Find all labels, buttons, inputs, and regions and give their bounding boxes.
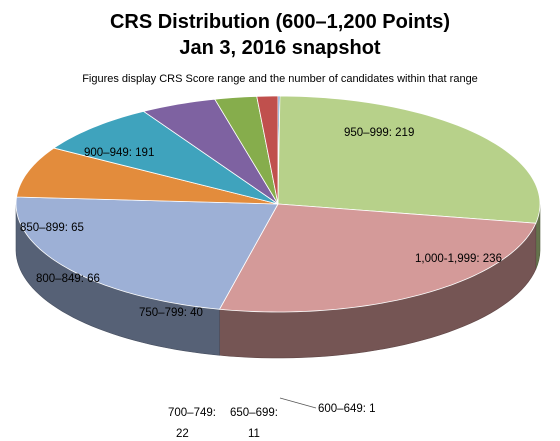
slice-label-1-000-1-999: 1,000-1,999: 236 [415, 253, 502, 265]
pie-slice-950-999 [218, 203, 537, 313]
chart-subtitle: Figures display CRS Score range and the … [82, 73, 478, 85]
slice-label-700-749-count: 22 [176, 428, 189, 440]
pie-tops [15, 95, 541, 313]
pie-labels: 600–649: 1 1,000-1,999: 236 950–999: 219 90… [20, 127, 502, 440]
slice-label-850-899: 850–899: 65 [20, 222, 84, 234]
pie-slice-900-949 [15, 196, 279, 310]
pie-slice-700-749 [214, 95, 279, 205]
pie-slice-750-799 [142, 98, 279, 205]
slice-label-900-949: 900–949: 191 [84, 147, 154, 159]
pie-sides [15, 204, 541, 359]
slice-label-950-999: 950–999: 219 [344, 127, 414, 139]
pie-slice-800-849 [52, 110, 279, 205]
chart-title: CRS Distribution (600–1,200 Points) [110, 11, 450, 33]
slice-label-650-699: 650–699: [230, 407, 278, 419]
pie-slice-1-000-1-999 [277, 95, 541, 224]
chart-title-line2: Jan 3, 2016 snapshot [179, 37, 381, 59]
slice-label-600-649: 600–649: 1 [318, 403, 376, 415]
leader-line-600-649 [279, 397, 317, 409]
slice-label-700-749: 700–749: [168, 407, 216, 419]
slice-label-750-799: 750–799: 40 [139, 307, 203, 319]
slice-label-650-699-count: 11 [248, 428, 260, 440]
slice-label-800-849: 800–849: 66 [36, 273, 100, 285]
pie-slice-650-699 [256, 95, 279, 205]
pie-slice-850-899 [16, 147, 279, 205]
